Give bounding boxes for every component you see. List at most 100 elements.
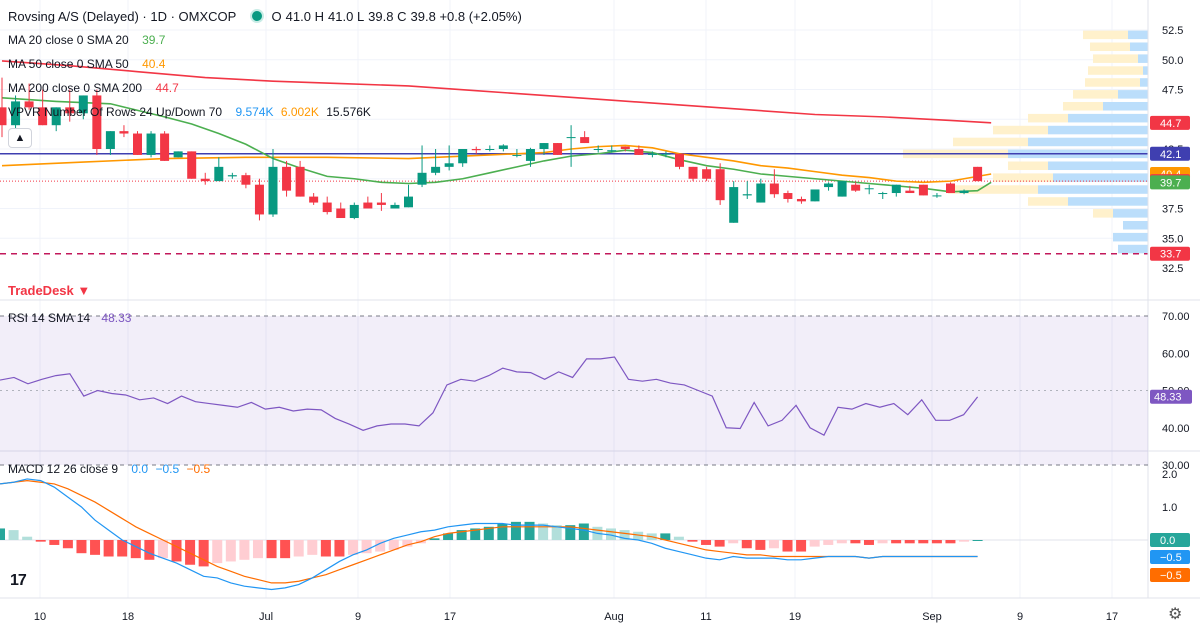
vpvr-up-bar [1118, 90, 1148, 99]
macd-tick-label: 2.0 [1162, 469, 1177, 481]
vpvr-up-bar [1068, 113, 1148, 123]
vpvr-up-bar [1053, 173, 1148, 182]
macd-hist-bar [728, 540, 739, 544]
rsi-tick-label: 60.00 [1162, 348, 1190, 360]
macd-hist-bar [673, 536, 684, 540]
time-tick-label: 18 [122, 611, 134, 623]
vpvr-up-bar [1038, 185, 1148, 194]
macd-hist-bar [796, 540, 807, 552]
vpvr-up-bar [1113, 209, 1148, 218]
candle-body [254, 184, 264, 215]
collapse-legend-button[interactable]: ▲ [8, 128, 32, 148]
candle-body [214, 166, 224, 182]
candle-body [241, 175, 251, 185]
candle-body [322, 202, 332, 213]
macd-hist-bar [171, 540, 182, 562]
ohlc-values: O 41.0 H 41.0 L 39.8 C 39.8 +0.8 (+2.05%) [271, 9, 522, 24]
candle-body [431, 166, 441, 173]
rsi-legend[interactable]: RSI 14 SMA 14 48.33 [8, 311, 132, 325]
macd-tick-label: 1.0 [1162, 502, 1177, 514]
candle-body [837, 181, 847, 197]
vpvr-down-bar [1083, 30, 1128, 40]
candle-body [24, 101, 34, 108]
candle-body [756, 183, 766, 203]
price-label-badge [1150, 115, 1190, 130]
macd-hist-bar [0, 528, 5, 540]
candle-body [119, 131, 129, 134]
candle-body [539, 143, 549, 149]
price-tick-label: 32.5 [1162, 263, 1183, 275]
macd-hist-bar [266, 540, 277, 559]
candles [0, 77, 983, 223]
macd-hist-bar [959, 540, 970, 542]
macd-hist-bar [90, 540, 101, 555]
tradingview-logo[interactable]: 17 [10, 572, 27, 589]
time-tick-label: 9 [1017, 611, 1023, 623]
tradedesk-button[interactable]: TradeDesk ▼ [8, 283, 91, 298]
vpvr-down-bar [1008, 161, 1048, 171]
macd-hist-bar [565, 525, 576, 540]
macd-hist-bar [62, 540, 73, 549]
macd-hist-bar [212, 540, 223, 564]
candle-body [688, 166, 698, 179]
vpvr-down-bar [1085, 78, 1140, 87]
macd-hist-bar [280, 540, 291, 559]
symbol-title[interactable]: Rovsing A/S (Delayed) · 1D · OMXCOP [8, 9, 237, 24]
candle-body [512, 154, 522, 156]
candle-body [607, 150, 617, 152]
macd-legend[interactable]: MACD 12 26 close 9 0.0 −0.5 −0.5 [8, 462, 211, 476]
symbol-legend: Rovsing A/S (Delayed) · 1D · OMXCOP O 41.… [8, 9, 526, 24]
macd-hist-bar [633, 531, 644, 540]
vpvr-legend[interactable]: VPVR Number Of Rows 24 Up/Down 70 9.574K… [8, 105, 371, 119]
macd-value-badge [1150, 533, 1190, 547]
macd-hist-bar [972, 540, 983, 541]
candle-body [471, 149, 481, 151]
macd-hist-bar [904, 540, 915, 544]
time-tick-label: 11 [700, 611, 711, 623]
vpvr-up-bar [1140, 78, 1148, 87]
caret-up-icon: ▲ [14, 132, 26, 144]
macd-hist-bar [877, 540, 888, 544]
vpvr-up-bar [1118, 244, 1148, 254]
vpvr-up-bar [1123, 220, 1148, 230]
ma200-line [1, 60, 992, 124]
candle-body [783, 193, 793, 199]
candle-body [891, 184, 901, 194]
price-axis: 52.550.047.545.042.540.037.535.032.544.7… [1147, 0, 1190, 598]
time-axis: 10 18 Jul 9 17 Aug 11 19 Sep 9 17 [0, 597, 1200, 623]
macd-value-label: −0.5 [1160, 570, 1182, 582]
price-label-badge [1150, 146, 1190, 161]
ma50-line [1, 144, 992, 184]
candle-body [11, 101, 21, 126]
macd-hist-bar [144, 540, 155, 560]
candle-body [309, 196, 319, 203]
candle-body [363, 202, 373, 209]
macd-hist-bar [538, 523, 549, 540]
ma20-legend[interactable]: MA 20 close 0 SMA 20 39.7 [8, 33, 166, 47]
macd-hist-bar [470, 528, 481, 540]
candle-body [227, 175, 237, 177]
candle-body [160, 133, 170, 161]
vpvr-down-bar [993, 173, 1053, 182]
gear-icon[interactable]: ⚙ [1168, 606, 1183, 623]
vpvr-down-bar [993, 125, 1048, 135]
candle-body [38, 107, 48, 126]
ma200-legend[interactable]: MA 200 close 0 SMA 200 44.7 [8, 81, 179, 95]
macd-hist-bar [483, 526, 494, 540]
macd-hist-bar [918, 540, 929, 544]
macd-signal-line [0, 479, 978, 584]
rsi-value-badge [1150, 389, 1192, 404]
macd-hist-bar [891, 540, 902, 544]
price-label-text: 44.7 [1160, 118, 1181, 130]
macd-hist-bar [320, 540, 331, 557]
candle-body [715, 169, 725, 201]
price-label-badge [1150, 175, 1190, 190]
candle-body [336, 208, 346, 219]
macd-hist-bar [157, 540, 168, 559]
ma50-legend[interactable]: MA 50 close 0 SMA 50 40.4 [8, 57, 166, 71]
candle-body [187, 151, 197, 179]
candle-body [634, 149, 644, 155]
macd-hist-bar [863, 540, 874, 545]
macd-hist-bar [103, 540, 114, 557]
